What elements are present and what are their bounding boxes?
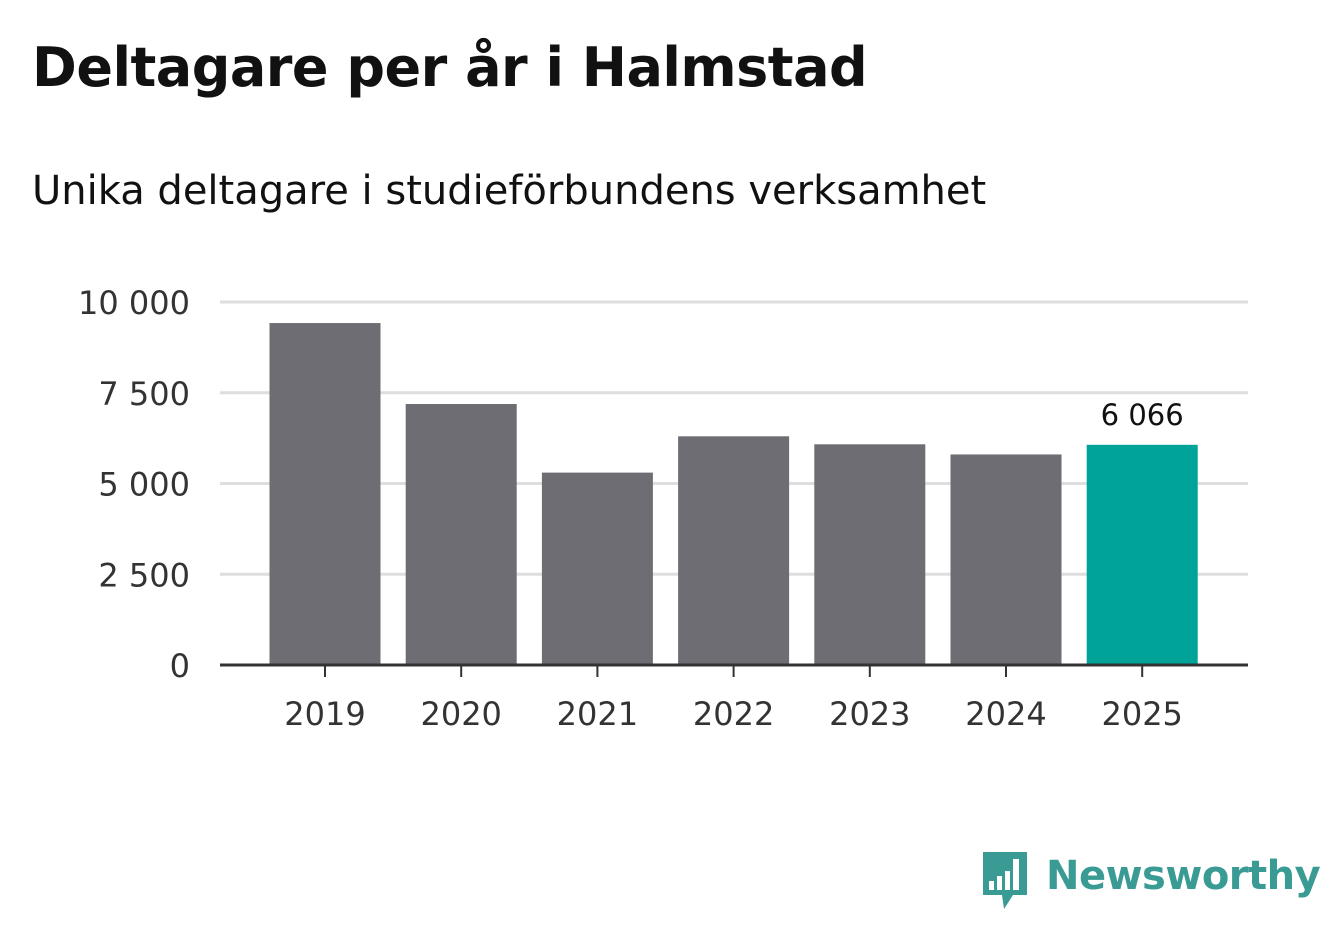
bar-2025 — [1086, 444, 1198, 665]
data-label: 6 066 — [1101, 398, 1184, 432]
x-tick-label: 2022 — [693, 695, 774, 733]
x-tick-label: 2021 — [557, 695, 638, 733]
chart-title: Deltagare per år i Halmstad — [32, 36, 868, 99]
bar-2020 — [405, 404, 517, 665]
x-axis-labels: 2019 2020 2021 2022 2023 2024 2025 — [284, 695, 1183, 733]
y-axis-labels: 0 2 500 5 000 7 500 10 000 — [78, 284, 190, 685]
bar-2019 — [269, 323, 381, 665]
bar-2022 — [678, 436, 790, 665]
x-tick-label: 2023 — [829, 695, 910, 733]
x-tick-label: 2024 — [965, 695, 1046, 733]
data-labels: 6 066 — [1101, 398, 1184, 432]
newsworthy-chart-bubble-icon — [983, 852, 1027, 909]
y-tick-label: 7 500 — [98, 375, 190, 413]
brand-name: Newsworthy — [1046, 853, 1321, 899]
y-tick-label: 0 — [170, 647, 190, 685]
y-tick-label: 5 000 — [98, 466, 190, 504]
bar-2021 — [541, 472, 653, 665]
newsworthy-logo: Newsworthy — [980, 848, 1321, 912]
x-tick-label: 2019 — [284, 695, 365, 733]
y-tick-label: 10 000 — [78, 284, 190, 322]
x-tick-label: 2025 — [1101, 695, 1182, 733]
bars — [269, 323, 1198, 665]
x-axis — [220, 663, 1248, 677]
x-tick-label: 2020 — [420, 695, 501, 733]
bar-2024 — [950, 454, 1062, 665]
bar-2023 — [814, 444, 926, 665]
chart-subtitle: Unika deltagare i studieförbundens verks… — [32, 168, 987, 214]
y-tick-label: 2 500 — [98, 556, 190, 594]
